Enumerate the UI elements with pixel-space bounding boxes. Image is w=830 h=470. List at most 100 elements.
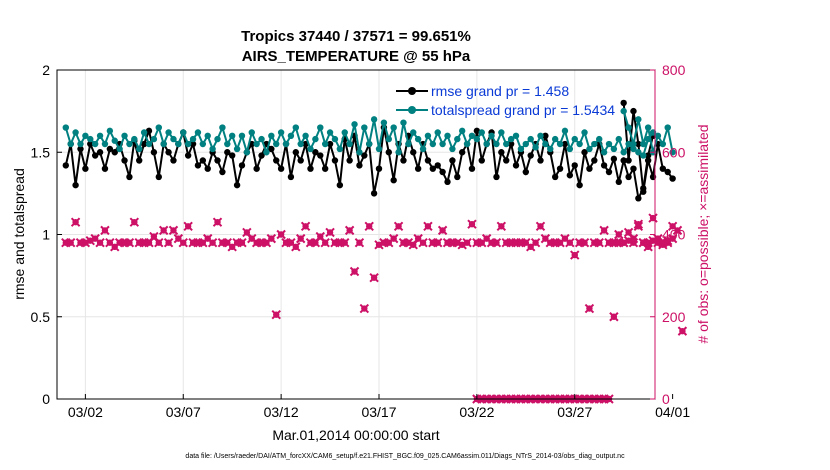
spread-point (444, 132, 451, 139)
rmse-point (287, 173, 295, 181)
spread-point (419, 145, 427, 153)
spread-point (449, 145, 456, 153)
rmse-point (400, 157, 407, 164)
spread-point (341, 129, 348, 136)
obs-count-cross (266, 233, 277, 244)
spread-point (121, 132, 128, 139)
rmse-point (111, 149, 118, 156)
spread-point (620, 107, 627, 115)
rmse-point (630, 165, 637, 172)
spread-point (297, 140, 304, 148)
spread-point (654, 132, 662, 139)
spread-point (356, 149, 363, 156)
obs-count-cross (237, 238, 247, 248)
rmse-point (184, 152, 192, 159)
legend-marker-rmse (408, 87, 416, 95)
rmse-point (424, 157, 432, 164)
spread-point (640, 152, 647, 159)
rmse-point (253, 165, 260, 172)
obs-count-cross (178, 238, 188, 248)
x-tick-label: 03/17 (361, 404, 396, 420)
x-tick-label: 03/02 (68, 404, 103, 420)
spread-point (605, 140, 613, 148)
rmse-point (214, 157, 221, 164)
rmse-point (571, 162, 578, 169)
spread-point (625, 124, 632, 131)
obs-count-cross (320, 238, 330, 248)
spread-point (331, 135, 339, 143)
spread-point (498, 129, 505, 136)
spread-point (136, 145, 143, 153)
obs-count-cross (364, 221, 374, 231)
legend-label-spread: totalspread grand pr = 1.5434 (431, 102, 615, 118)
rmse-point (630, 107, 637, 115)
spread-point (659, 140, 667, 148)
obs-count-cross (154, 238, 164, 248)
obs-count-cross (124, 238, 135, 248)
y2-tick-label: 800 (662, 62, 686, 78)
rmse-point (414, 165, 422, 172)
rmse-point (537, 157, 544, 164)
rmse-point (625, 173, 632, 181)
spread-point (507, 135, 515, 143)
rmse-point (507, 140, 515, 148)
obs-count-cross (628, 233, 639, 244)
obs-count-cross (340, 238, 350, 248)
obs-count-cross (295, 233, 306, 244)
obs-count-cross (530, 238, 541, 248)
rmse-point (126, 173, 133, 181)
rmse-point (434, 162, 441, 169)
rmse-point (312, 149, 319, 156)
rmse-point (439, 168, 446, 176)
spread-point (77, 140, 84, 148)
spread-point (224, 140, 231, 148)
spread-point (140, 129, 148, 136)
rmse-point (600, 162, 608, 169)
spread-point (400, 119, 407, 126)
spread-point (204, 132, 211, 139)
spread-point (542, 140, 549, 148)
spread-point (346, 140, 353, 148)
obs-count-cross (570, 250, 580, 260)
spread-point (321, 140, 329, 148)
spread-point (253, 140, 260, 148)
legend-label-rmse: rmse grand pr = 1.458 (431, 83, 569, 99)
y2-tick-label: 400 (662, 227, 686, 243)
rmse-point (331, 157, 339, 164)
spread-point (380, 119, 388, 126)
spread-point (126, 140, 133, 148)
rmse-point (321, 165, 329, 172)
spread-point (91, 140, 99, 148)
spread-point (219, 124, 226, 131)
rmse-point (258, 152, 265, 159)
spread-point (72, 129, 79, 136)
spread-point (625, 140, 632, 148)
spread-point (67, 140, 74, 148)
spread-point (87, 135, 94, 143)
spread-point (591, 140, 598, 148)
spread-point (277, 129, 285, 136)
spread-point (644, 124, 652, 131)
rmse-point (224, 149, 231, 156)
legend: rmse grand pr = 1.458 totalspread grand … (396, 83, 615, 118)
spread-point (556, 140, 564, 148)
obs-count-cross (633, 219, 644, 229)
obs-count-cross (609, 312, 619, 322)
rmse-point (170, 157, 177, 164)
obs-count-cross (163, 238, 174, 248)
spread-point (101, 140, 109, 148)
rmse-point (610, 155, 618, 163)
rmse-point (273, 157, 280, 164)
rmse-point (591, 157, 598, 164)
rmse-point (620, 157, 627, 164)
y-tick-label: 0.5 (31, 309, 51, 325)
spread-point (243, 149, 251, 156)
spread-point (375, 145, 383, 153)
spread-point (503, 140, 510, 148)
rmse-point (625, 157, 632, 164)
spread-point (512, 132, 520, 139)
spread-point (385, 135, 392, 143)
rmse-point (204, 165, 211, 172)
rmse-point (493, 173, 500, 181)
